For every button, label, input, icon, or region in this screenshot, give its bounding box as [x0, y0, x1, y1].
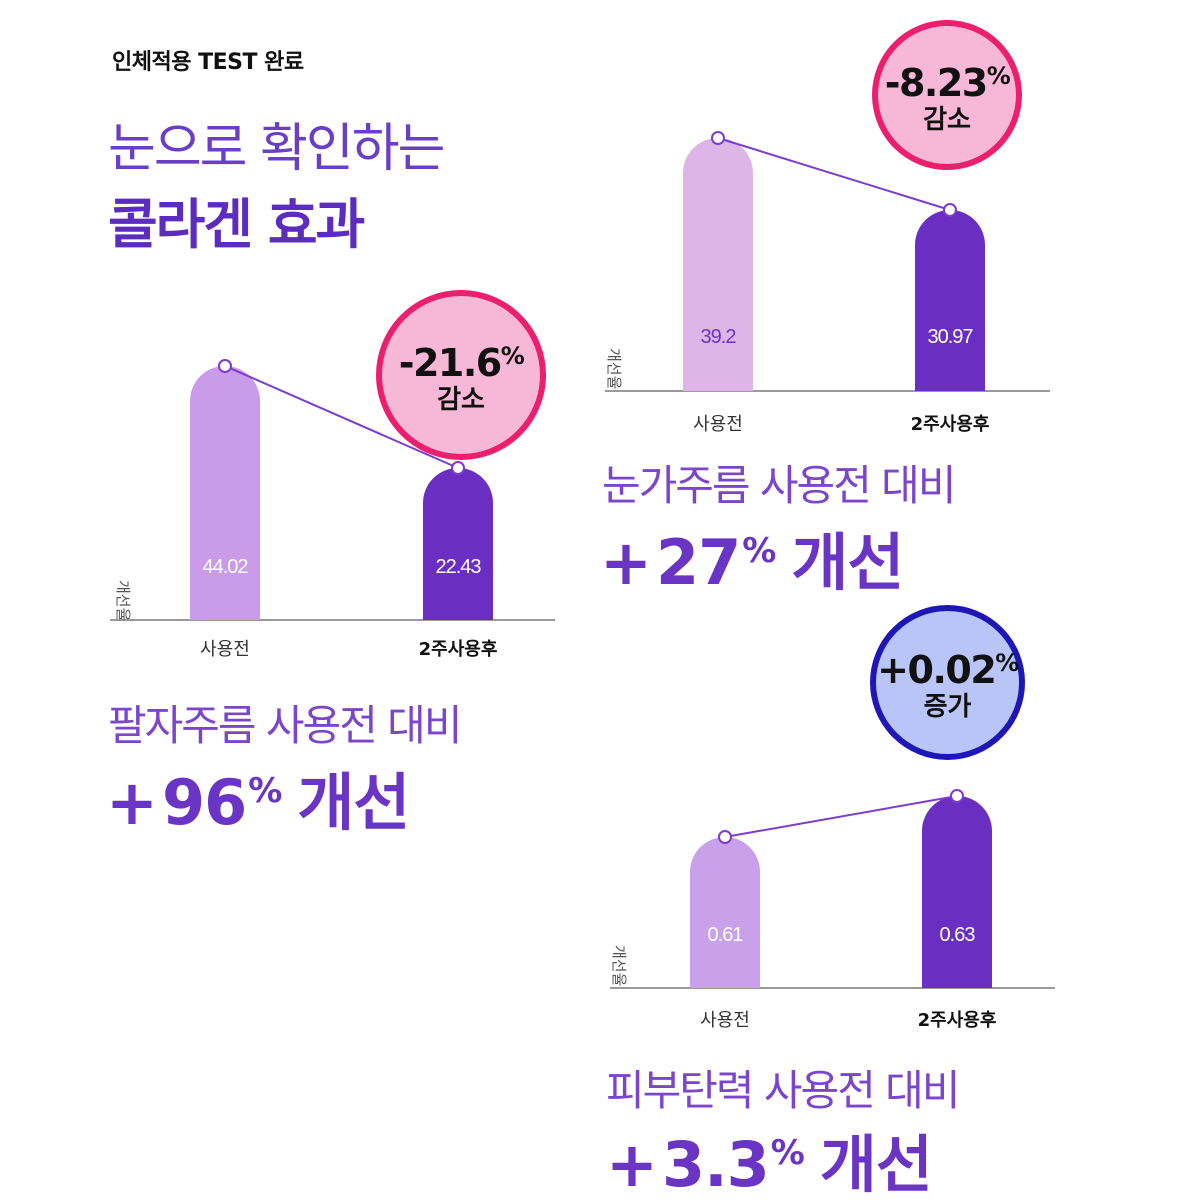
- trend-line: [724, 795, 958, 838]
- value-label-after: 22.43: [435, 556, 481, 578]
- category-label-before: 사용전: [200, 639, 250, 660]
- bar-after: [915, 210, 985, 426]
- trend-line: [717, 137, 951, 211]
- chart-elasticity-svg: 0.61 0.63 개선율 사용전 2주사용후: [610, 789, 1055, 1031]
- value-label-after: 0.63: [940, 924, 976, 946]
- bar-after: [922, 796, 992, 1023]
- bar-before: [190, 366, 260, 655]
- change-unit: %: [500, 341, 525, 370]
- category-label-after: 2주사용후: [419, 639, 498, 660]
- ylabel: 개선율: [605, 348, 623, 389]
- improvement-word: 개선: [297, 766, 410, 839]
- improvement-unit: %: [248, 771, 282, 811]
- change-value: -8.23: [884, 60, 989, 105]
- chart-eye-wrinkle: 39.2 30.97 개선율 사용전 2주사용후 -8.23% 감소: [595, 20, 1065, 450]
- change-bubble: -21.6% 감소: [376, 290, 546, 460]
- improvement-unit: %: [742, 531, 776, 571]
- change-bubble: +0.02% 증가: [870, 605, 1025, 760]
- category-label-after: 2주사용후: [918, 1010, 997, 1031]
- ylabel: 개선율: [610, 945, 628, 986]
- point-after: [451, 461, 465, 475]
- category-label-before: 사용전: [693, 414, 743, 435]
- change-label: 감소: [923, 104, 971, 135]
- improvement-word: 개선: [819, 1128, 933, 1201]
- value-label-before: 39.2: [701, 326, 737, 348]
- improvement-word: 개선: [791, 526, 904, 599]
- bar-before: [683, 138, 753, 426]
- headline-line-1: 눈으로 확인하는: [108, 119, 445, 179]
- caption-eye-wrinkle: 눈가주름 사용전 대비: [602, 461, 956, 510]
- change-unit: %: [986, 61, 1011, 90]
- headline-line-2: 콜라겐 효과: [108, 193, 365, 256]
- change-value: -21.6: [398, 340, 503, 385]
- bar-after: [423, 468, 493, 655]
- trend-line: [224, 365, 459, 469]
- point-after: [943, 203, 957, 217]
- improvement-unit: %: [770, 1133, 805, 1173]
- improvement-sign: +: [606, 1128, 662, 1201]
- category-label-after: 2주사용후: [911, 414, 990, 435]
- chart-nasolabial-svg: 44.02 22.43 개선율 사용전 2주사용후: [110, 359, 555, 660]
- improvement-sign: +: [600, 526, 656, 599]
- change-label: 증가: [923, 692, 972, 722]
- improvement-sign: +: [106, 766, 162, 839]
- caption-elasticity: 피부탄력 사용전 대비: [606, 1066, 960, 1115]
- caption-nasolabial: 팔자주름 사용전 대비: [108, 701, 462, 750]
- test-complete-tag: 인체적용 TEST 완료: [112, 50, 304, 75]
- point-after: [950, 789, 964, 803]
- point-before: [718, 830, 732, 844]
- change-label: 감소: [437, 384, 485, 415]
- chart-eye-wrinkle-svg: 39.2 30.97 개선율 사용전 2주사용후: [605, 131, 1050, 435]
- change-bubble: -8.23% 감소: [872, 20, 1022, 170]
- point-before: [218, 359, 232, 373]
- improvement-elasticity: +3.3% 개선: [606, 1114, 933, 1204]
- improvement-eye-wrinkle: +27% 개선: [600, 512, 904, 602]
- value-label-before: 0.61: [708, 924, 744, 946]
- improvement-nasolabial: +96% 개선: [106, 752, 410, 842]
- value-label-after: 30.97: [927, 326, 973, 348]
- ylabel: 개선율: [114, 580, 132, 621]
- chart-nasolabial: 44.02 22.43 개선율 사용전 2주사용후 -21.6% 감소: [100, 290, 570, 680]
- change-unit: %: [995, 649, 1019, 677]
- improvement-value: 27: [655, 526, 741, 599]
- category-label-before: 사용전: [700, 1010, 750, 1031]
- value-label-before: 44.02: [202, 556, 248, 578]
- point-before: [711, 131, 725, 145]
- improvement-value: 3.3: [661, 1128, 770, 1201]
- chart-elasticity: 0.61 0.63 개선율 사용전 2주사용후 +0.02% 증가: [600, 600, 1070, 1045]
- change-value: +0.02: [877, 648, 997, 692]
- bar-before: [690, 837, 760, 1023]
- improvement-value: 96: [161, 766, 247, 839]
